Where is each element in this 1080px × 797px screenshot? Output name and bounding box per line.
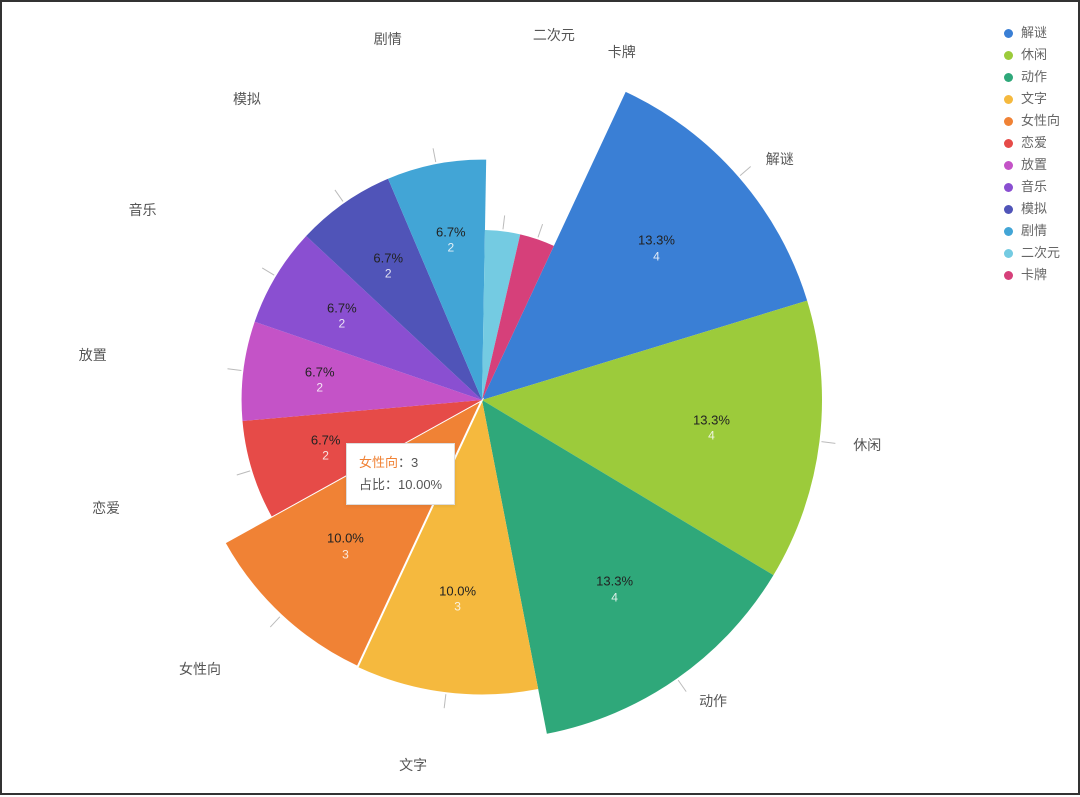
leader-line (433, 148, 436, 162)
leader-line (270, 617, 280, 627)
slice-outer-label: 剧情 (374, 29, 402, 49)
tooltip-name: 女性向 (359, 455, 398, 470)
legend-item[interactable]: 休闲 (1004, 46, 1060, 64)
legend: 解谜休闲动作文字女性向恋爱放置音乐模拟剧情二次元卡牌 (1004, 24, 1060, 288)
leader-line (335, 190, 343, 201)
pie-chart-svg (2, 2, 1080, 797)
leader-line (262, 268, 274, 275)
slice-outer-label: 二次元 (533, 25, 575, 45)
legend-item[interactable]: 音乐 (1004, 178, 1060, 196)
legend-swatch (1004, 29, 1013, 38)
legend-swatch (1004, 205, 1013, 214)
chart-frame: 解谜休闲动作文字女性向恋爱放置音乐模拟剧情二次元卡牌 13.3%4解谜13.3%… (0, 0, 1080, 795)
leader-line (227, 369, 241, 371)
legend-item[interactable]: 放置 (1004, 156, 1060, 174)
legend-label: 卡牌 (1021, 266, 1047, 284)
tooltip-ratio-value: 10.00% (398, 477, 442, 492)
legend-swatch (1004, 95, 1013, 104)
slice-outer-label: 卡牌 (608, 42, 636, 62)
legend-swatch (1004, 183, 1013, 192)
legend-item[interactable]: 动作 (1004, 68, 1060, 86)
leader-line (503, 215, 505, 229)
leader-line (237, 471, 250, 475)
legend-swatch (1004, 249, 1013, 258)
slice-outer-label: 音乐 (129, 200, 157, 220)
legend-item[interactable]: 二次元 (1004, 244, 1060, 262)
legend-label: 女性向 (1021, 112, 1060, 130)
legend-item[interactable]: 解谜 (1004, 24, 1060, 42)
legend-label: 文字 (1021, 90, 1047, 108)
legend-label: 放置 (1021, 156, 1047, 174)
leader-line (538, 224, 543, 237)
tooltip-ratio-label: 占比： (359, 477, 398, 492)
legend-label: 模拟 (1021, 200, 1047, 218)
slice-outer-label: 动作 (699, 691, 727, 711)
leader-line (678, 680, 686, 691)
tooltip-value: 3 (411, 455, 418, 470)
slice-outer-label: 女性向 (179, 659, 221, 679)
legend-label: 音乐 (1021, 178, 1047, 196)
legend-item[interactable]: 剧情 (1004, 222, 1060, 240)
legend-item[interactable]: 卡牌 (1004, 266, 1060, 284)
slice-outer-label: 恋爱 (92, 498, 120, 518)
tooltip: 女性向：3 占比：10.00% (346, 443, 455, 505)
legend-item[interactable]: 文字 (1004, 90, 1060, 108)
slice-outer-label: 文字 (399, 755, 427, 775)
legend-item[interactable]: 模拟 (1004, 200, 1060, 218)
legend-swatch (1004, 139, 1013, 148)
legend-swatch (1004, 51, 1013, 60)
legend-swatch (1004, 117, 1013, 126)
legend-swatch (1004, 161, 1013, 170)
tooltip-sep: ： (398, 455, 411, 470)
leader-line (444, 694, 446, 708)
slice-outer-label: 解谜 (766, 149, 794, 169)
slice-outer-label: 休闲 (853, 435, 881, 455)
legend-swatch (1004, 227, 1013, 236)
legend-swatch (1004, 73, 1013, 82)
legend-label: 剧情 (1021, 222, 1047, 240)
legend-label: 动作 (1021, 68, 1047, 86)
legend-item[interactable]: 女性向 (1004, 112, 1060, 130)
slice-outer-label: 模拟 (233, 89, 261, 109)
legend-label: 二次元 (1021, 244, 1060, 262)
legend-swatch (1004, 271, 1013, 280)
leader-line (740, 166, 751, 175)
legend-label: 恋爱 (1021, 134, 1047, 152)
legend-item[interactable]: 恋爱 (1004, 134, 1060, 152)
legend-label: 解谜 (1021, 24, 1047, 42)
slice-outer-label: 放置 (79, 345, 107, 365)
legend-label: 休闲 (1021, 46, 1047, 64)
leader-line (821, 442, 835, 444)
